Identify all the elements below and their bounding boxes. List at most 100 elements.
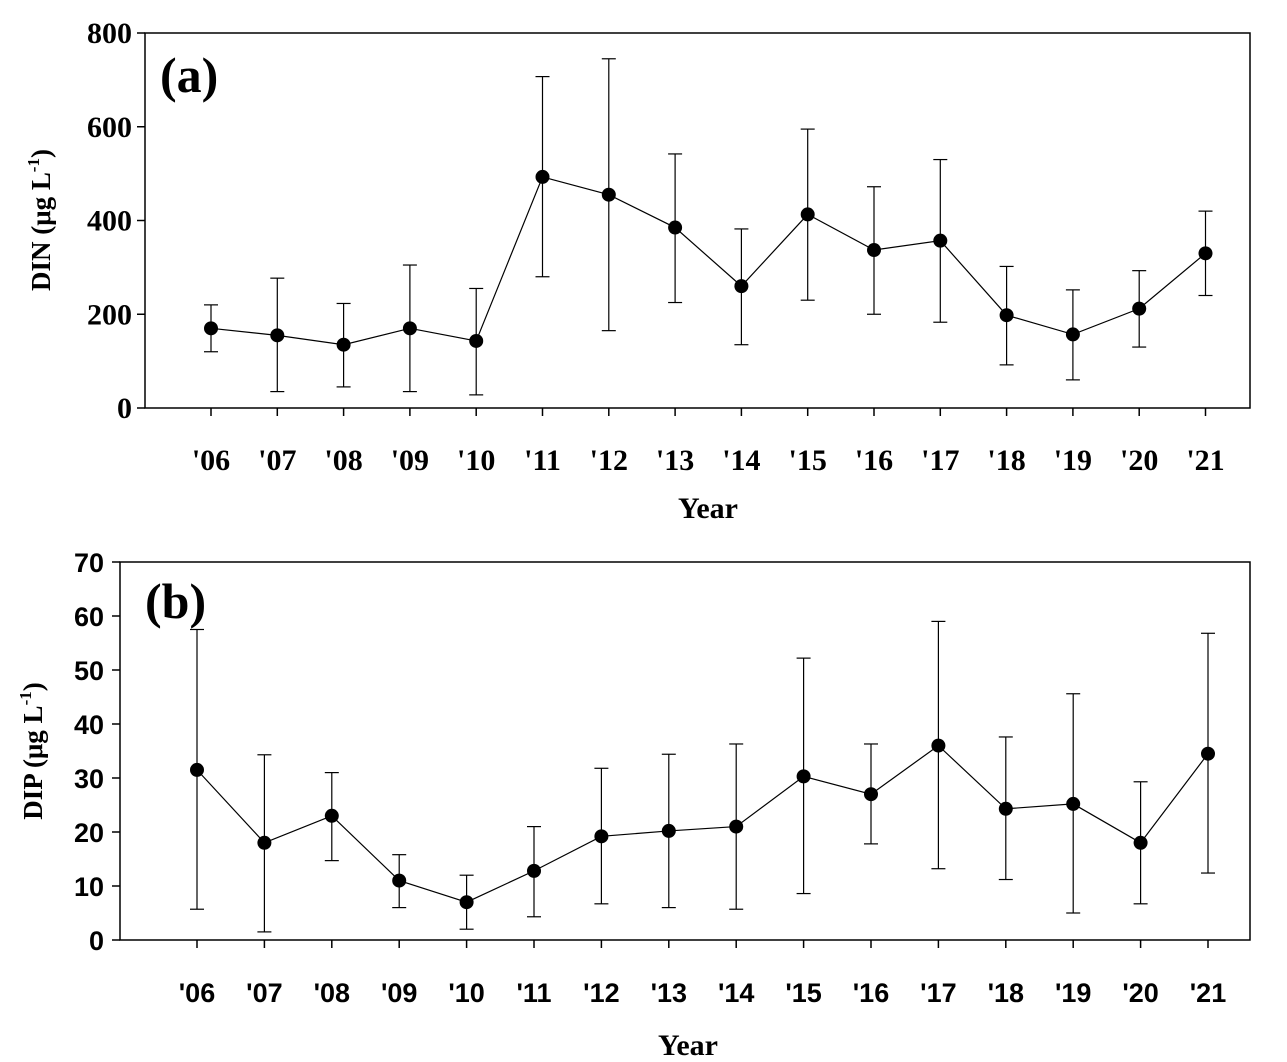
y-tick-label-b: 40 [74,710,104,740]
y-tick-label-b: 70 [74,548,104,578]
x-tick-label-a: '10 [457,444,495,477]
plot-frame-a [144,32,1251,409]
y-tick-label-a: 400 [87,205,132,238]
y-tick-label-a: 200 [87,298,132,331]
data-point-b [796,769,811,784]
data-point-a [867,243,881,258]
x-tick-label-a: '19 [1054,444,1092,477]
data-point-b [190,762,204,777]
x-tick-label-b: '21 [1190,978,1226,1008]
y-tick-label-b: 20 [74,818,104,848]
x-tick-label-a: '12 [590,444,628,477]
data-point-b [459,895,474,910]
y-axis-label-a-close: ) [26,149,56,158]
y-tick-label-a: 0 [117,392,132,425]
panel-a: (a) 0 200 400 600 800 '06 '07 '08 '09 '10 '11 '12 '… [24,17,1251,525]
y-axis-label-b-sup: -1 [16,691,35,705]
x-tick-label-a: '20 [1120,444,1158,477]
data-point-a [800,207,815,222]
x-tick-label-a: '07 [258,444,296,477]
data-point-a [535,169,550,184]
data-point-b [1133,835,1148,850]
y-axis-b: 0 10 20 30 40 50 60 70 [74,548,120,956]
data-point-a [734,279,749,294]
x-axis-b: '06 '07 '08 '09 '10 '11 '12 '13 '14 '15 '16 '17 '18 '… [179,940,1226,1008]
data-point-b [324,808,339,823]
data-point-a [204,321,218,336]
x-tick-label-b: '13 [651,978,687,1008]
x-tick-label-b: '20 [1122,978,1158,1008]
x-tick-label-b: '14 [718,978,754,1008]
data-point-b [527,863,541,878]
x-tick-label-b: '17 [920,978,956,1008]
x-tick-label-b: '16 [853,978,889,1008]
y-axis-label-a: DIN (μg L-1) [24,149,56,291]
x-tick-label-b: '10 [448,978,484,1008]
data-point-b [1201,746,1215,761]
x-axis-label-b: Year [658,1029,718,1062]
data-point-b [392,873,407,888]
data-point-b [729,819,744,834]
y-tick-label-b: 60 [74,602,104,632]
x-axis-label-a: Year [678,492,738,525]
data-point-a [933,233,948,248]
y-axis-label-b: DIP (μg L-1) [16,682,48,820]
x-tick-label-a: '06 [192,444,230,477]
y-tick-label-b: 50 [74,656,104,686]
x-axis-a: '06 '07 '08 '09 '10 '11 '12 '13 '14 '15 '16 '17 '18 '… [192,408,1225,477]
data-point-a [1132,301,1147,316]
y-tick-label-b: 10 [74,872,104,902]
y-tick-label-a: 800 [87,17,132,50]
data-point-b [257,835,272,850]
x-tick-label-a: '17 [921,444,959,477]
y-axis-label-b-main: DIP (μg L [18,705,48,819]
x-tick-label-a: '11 [524,444,561,477]
x-tick-label-b: '09 [381,978,417,1008]
panel-label-a: (a) [160,47,218,103]
plot-frame-b [119,561,1251,941]
data-point-b [661,823,676,838]
series-line-a [210,176,1206,346]
panel-label-b: (b) [145,573,206,629]
y-axis-label-a-sup: -1 [24,158,43,172]
data-point-b [931,738,946,753]
x-tick-label-a: '13 [656,444,694,477]
data-point-b [594,829,609,844]
data-point-a [601,187,616,202]
data-point-a [336,337,351,352]
data-point-a [402,321,417,336]
y-axis-label-a-main: DIN (μg L [26,172,56,291]
data-point-a [270,328,285,343]
data-point-a [668,220,683,235]
x-tick-label-a: '21 [1186,444,1224,477]
x-tick-label-b: '12 [583,978,619,1008]
y-tick-label-b: 0 [89,926,104,956]
x-tick-label-b: '15 [785,978,821,1008]
y-tick-label-a: 600 [87,111,132,144]
x-tick-label-a: '08 [324,444,362,477]
series-dip [190,620,1215,933]
data-point-a [1198,246,1213,261]
y-axis-a: 0 200 400 600 800 [87,17,145,425]
y-tick-label-b: 30 [74,764,104,794]
x-tick-label-b: '08 [314,978,350,1008]
x-tick-label-b: '18 [988,978,1024,1008]
x-tick-label-b: '19 [1055,978,1091,1008]
series-line-b [196,744,1209,903]
x-tick-label-a: '09 [391,444,429,477]
x-tick-label-b: '11 [517,978,552,1008]
x-tick-label-a: '16 [855,444,893,477]
x-tick-label-b: '06 [179,978,215,1008]
y-axis-label-b-close: ) [18,682,48,691]
data-point-a [469,333,484,348]
panel-b: (b) 0 10 20 30 40 50 60 70 '06 '07 '08 '09 '10 '11 '1… [16,548,1251,1062]
data-point-b [1066,796,1081,811]
x-tick-label-a: '15 [789,444,827,477]
data-point-b [998,801,1013,816]
data-point-a [999,308,1014,323]
x-tick-label-b: '07 [246,978,282,1008]
x-tick-label-a: '14 [722,444,760,477]
data-point-a [1065,327,1080,342]
series-din [204,58,1213,396]
